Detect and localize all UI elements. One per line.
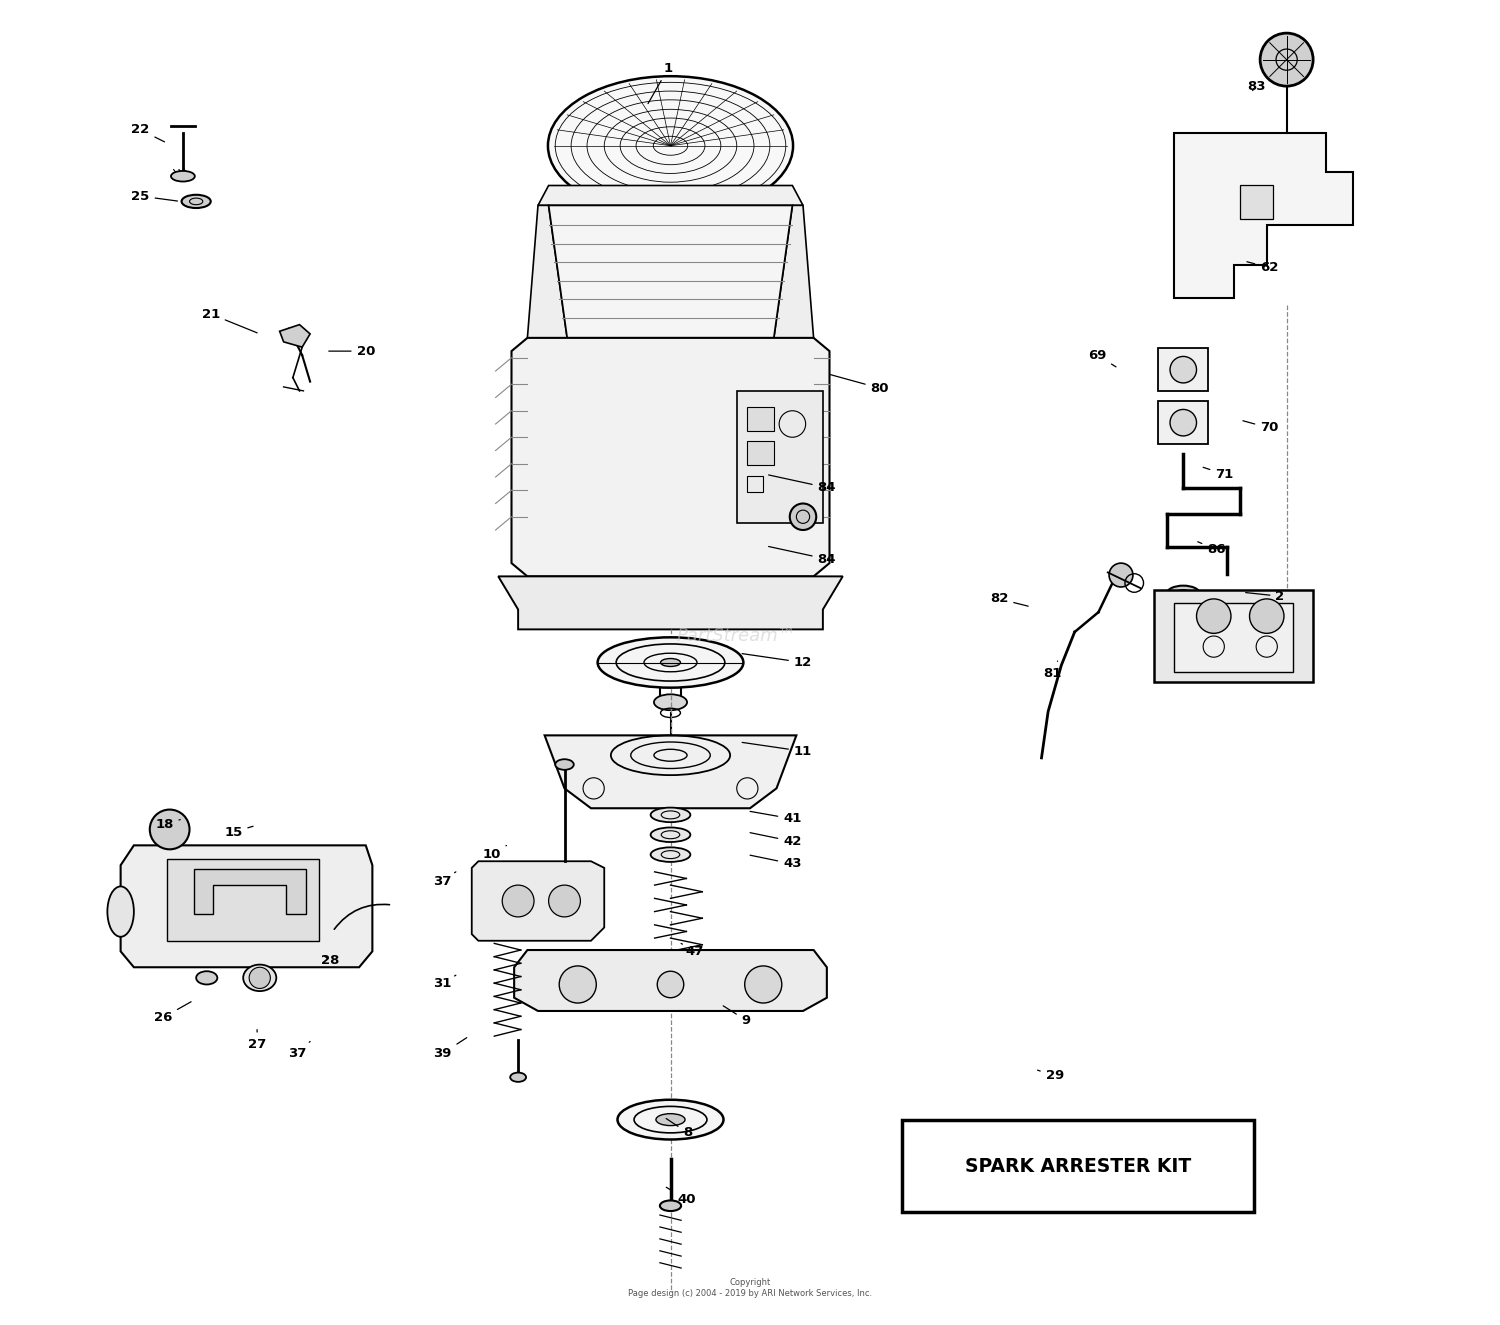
Circle shape	[744, 966, 782, 1003]
Text: 70: 70	[1244, 421, 1278, 435]
Circle shape	[1260, 33, 1312, 86]
Ellipse shape	[182, 195, 210, 208]
Text: 83: 83	[1246, 80, 1266, 93]
Polygon shape	[120, 845, 372, 967]
Text: 31: 31	[433, 975, 456, 990]
Ellipse shape	[555, 759, 574, 770]
Circle shape	[1170, 409, 1197, 436]
Polygon shape	[512, 338, 830, 576]
Ellipse shape	[651, 827, 690, 843]
Bar	[736, 391, 824, 523]
Ellipse shape	[660, 1200, 681, 1211]
Polygon shape	[1174, 132, 1353, 298]
Text: 39: 39	[433, 1037, 466, 1060]
Polygon shape	[549, 205, 792, 338]
Circle shape	[549, 885, 580, 917]
Ellipse shape	[243, 965, 276, 991]
Polygon shape	[544, 735, 796, 808]
FancyBboxPatch shape	[903, 1120, 1254, 1212]
Circle shape	[503, 885, 534, 917]
Text: 47: 47	[681, 943, 703, 958]
Text: 41: 41	[750, 811, 801, 825]
Text: 26: 26	[154, 1002, 190, 1024]
Text: 18: 18	[154, 818, 180, 831]
Text: 10: 10	[483, 845, 507, 861]
Ellipse shape	[597, 637, 744, 688]
Text: 71: 71	[1203, 468, 1233, 481]
Polygon shape	[538, 186, 802, 205]
Text: 9: 9	[723, 1006, 750, 1027]
Text: 20: 20	[328, 344, 375, 358]
Ellipse shape	[660, 659, 681, 666]
Text: 43: 43	[750, 855, 801, 871]
Text: 25: 25	[132, 189, 177, 203]
Circle shape	[1197, 599, 1231, 633]
Bar	[1154, 590, 1312, 682]
Circle shape	[560, 966, 597, 1003]
Text: 42: 42	[750, 832, 801, 848]
Circle shape	[249, 967, 270, 988]
Ellipse shape	[618, 1100, 723, 1140]
Text: 28: 28	[321, 954, 339, 967]
Text: 82: 82	[990, 592, 1028, 606]
Text: 21: 21	[201, 307, 256, 333]
Text: 22: 22	[132, 123, 165, 142]
Circle shape	[1170, 356, 1197, 383]
Text: 37: 37	[288, 1041, 310, 1060]
Bar	[1240, 186, 1274, 219]
Ellipse shape	[1167, 586, 1200, 602]
Bar	[747, 476, 764, 492]
Circle shape	[789, 504, 816, 530]
Text: 2: 2	[1245, 590, 1284, 603]
Ellipse shape	[196, 971, 217, 984]
Polygon shape	[774, 205, 813, 338]
Text: 11: 11	[742, 742, 812, 758]
Text: 12: 12	[742, 653, 812, 669]
Polygon shape	[279, 325, 310, 347]
Text: 84: 84	[768, 546, 836, 566]
Ellipse shape	[171, 171, 195, 182]
Ellipse shape	[651, 848, 690, 863]
Text: SPARK ARRESTER KIT: SPARK ARRESTER KIT	[964, 1157, 1191, 1175]
Ellipse shape	[108, 886, 134, 937]
Polygon shape	[471, 861, 604, 941]
Circle shape	[1250, 599, 1284, 633]
Text: 86: 86	[1197, 542, 1225, 556]
Circle shape	[1108, 563, 1132, 587]
Bar	[166, 859, 320, 941]
Circle shape	[657, 971, 684, 998]
Bar	[747, 407, 774, 431]
Text: Copyright
Page design (c) 2004 - 2019 by ARI Network Services, Inc.: Copyright Page design (c) 2004 - 2019 by…	[628, 1279, 872, 1297]
Bar	[1174, 603, 1293, 672]
Text: 1: 1	[648, 62, 672, 103]
Polygon shape	[514, 950, 826, 1011]
Text: 84: 84	[768, 474, 836, 494]
Ellipse shape	[664, 751, 676, 759]
Polygon shape	[194, 869, 306, 914]
Ellipse shape	[651, 807, 690, 822]
Ellipse shape	[656, 1113, 686, 1125]
Text: 27: 27	[248, 1030, 266, 1051]
Text: 40: 40	[666, 1187, 696, 1206]
Text: 62: 62	[1246, 261, 1278, 274]
Text: 80: 80	[830, 375, 890, 395]
Ellipse shape	[548, 76, 794, 216]
Circle shape	[150, 810, 189, 849]
Text: 8: 8	[666, 1118, 693, 1140]
Text: PartStream™: PartStream™	[676, 627, 796, 645]
Ellipse shape	[654, 694, 687, 710]
Text: 15: 15	[224, 825, 254, 839]
Text: 29: 29	[1038, 1069, 1064, 1083]
Bar	[747, 441, 774, 465]
Ellipse shape	[510, 1073, 526, 1081]
Polygon shape	[528, 205, 567, 338]
Text: 37: 37	[433, 872, 456, 888]
Bar	[1158, 348, 1209, 391]
Bar	[1158, 401, 1209, 444]
Text: 69: 69	[1088, 348, 1116, 367]
Text: 81: 81	[1042, 661, 1062, 680]
Polygon shape	[498, 576, 843, 629]
